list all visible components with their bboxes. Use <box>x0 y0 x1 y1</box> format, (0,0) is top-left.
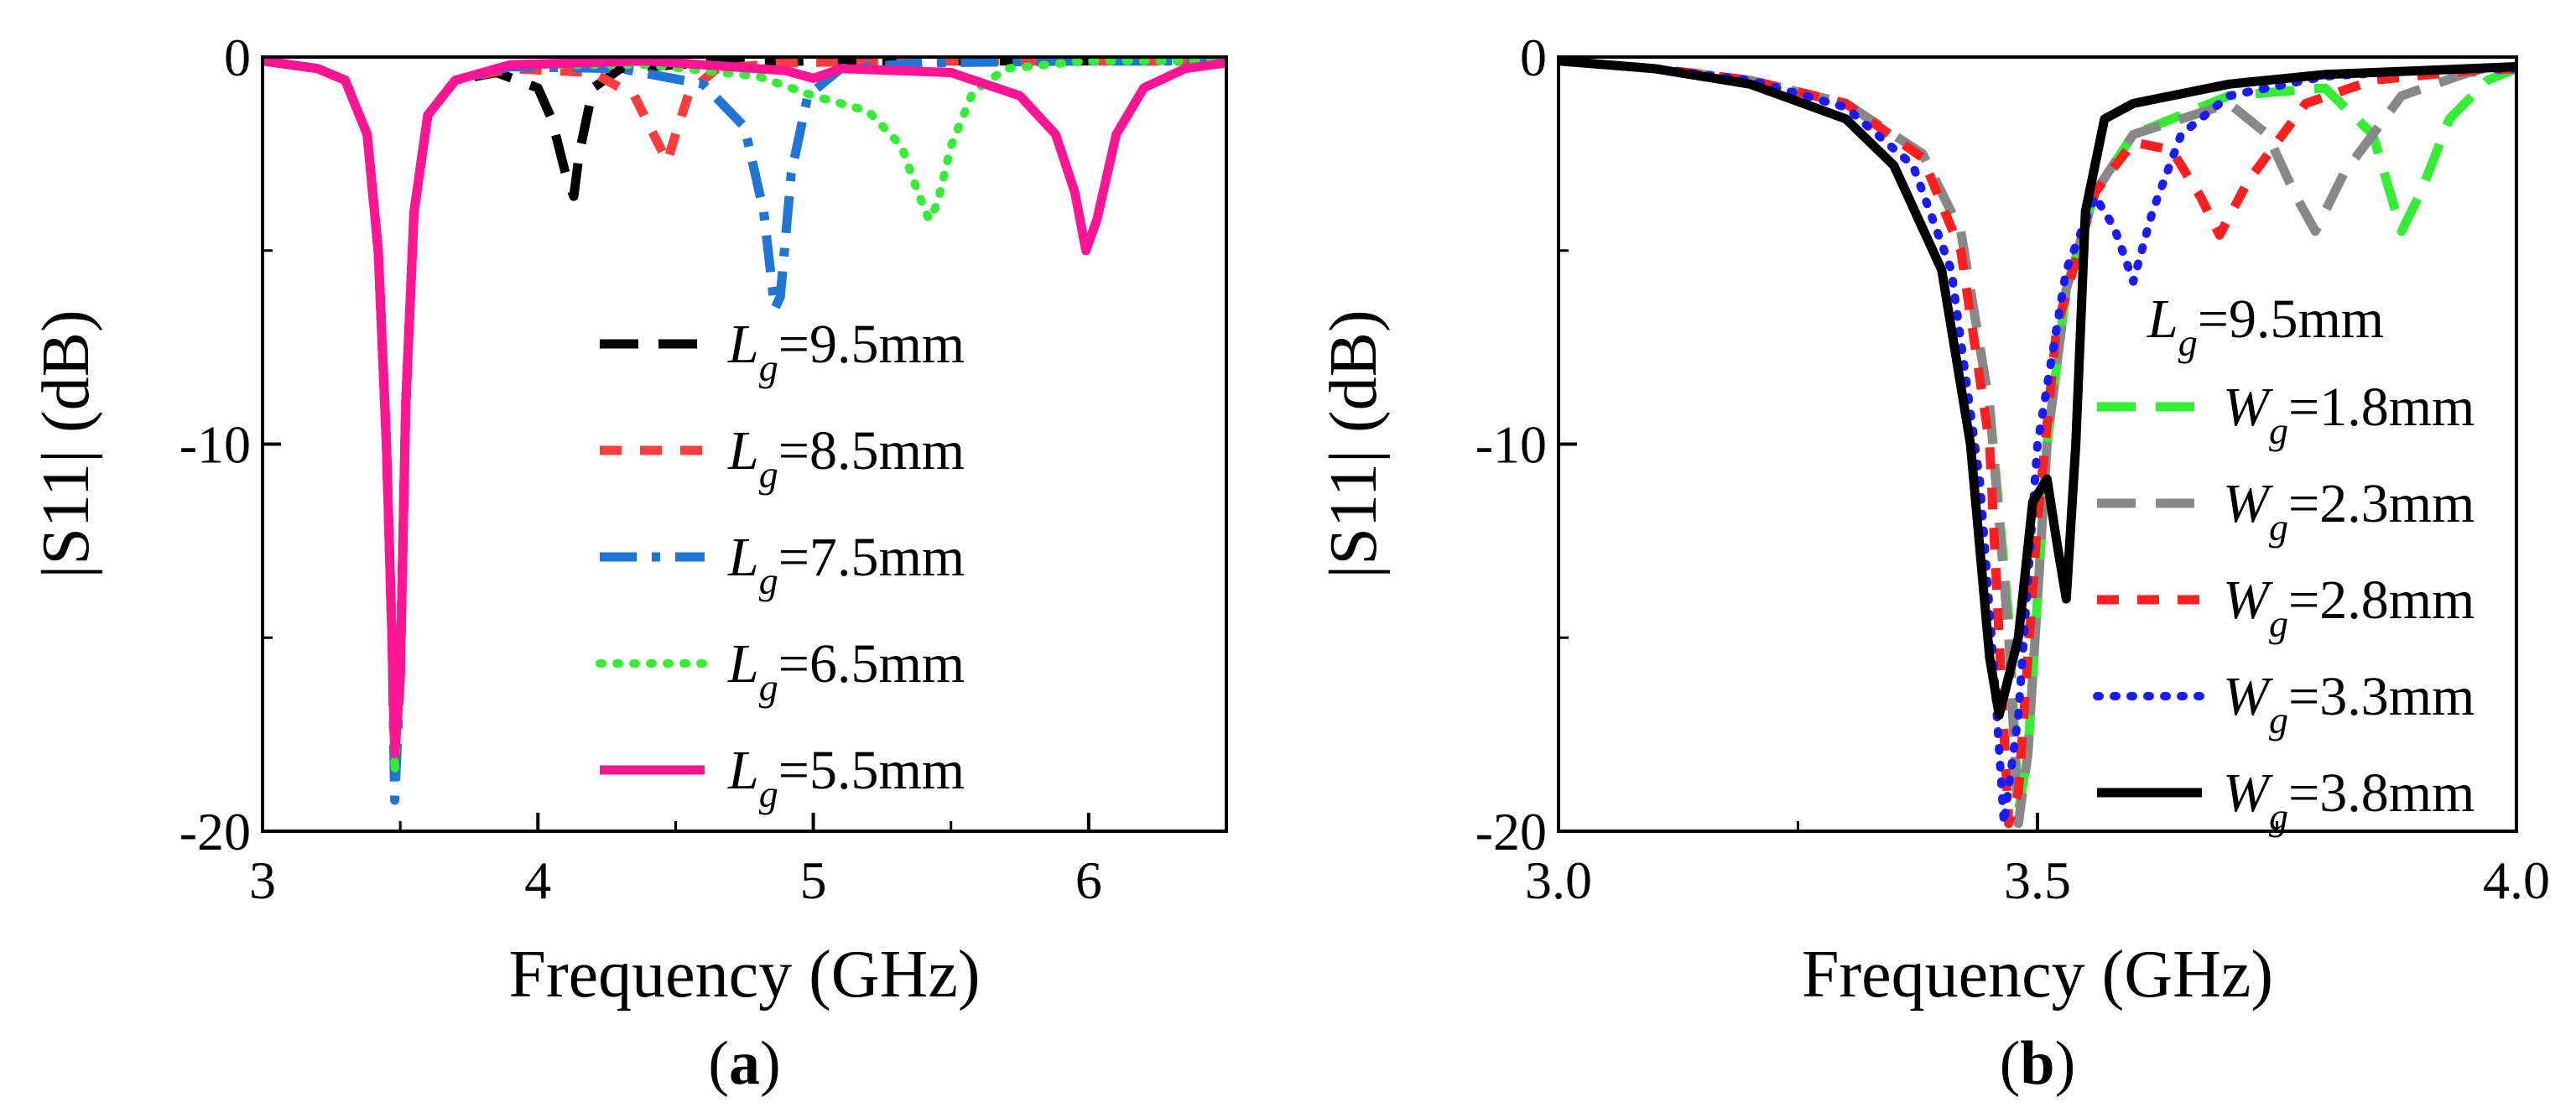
panel-a-legend-label-5: Lg=5.5mm <box>727 740 965 815</box>
panel-a-x-tick-label: 6 <box>1075 851 1102 910</box>
panel-a-y-axis-label: |S11| (dB) <box>29 310 103 578</box>
panel-b-legend-label-4: Wg=3.3mm <box>2223 666 2475 741</box>
panel-b-legend: Lg=9.5mm Wg=1.8mm Wg=2.3mm Wg=2.8mm Wg=3.3mm… <box>2093 289 2475 838</box>
panel-b-y-tick-label: -10 <box>1475 415 1547 475</box>
panel-a-legend-label-2: Lg=8.5mm <box>727 420 965 496</box>
panel-a-y-tick-label: 0 <box>224 28 251 87</box>
panel-b-x-tick-label: 3.0 <box>1525 851 1592 910</box>
panel-b-chart: 0 -10 -203.0 3.5 4.0 Frequency (GHz) |S11| (dB… <box>1317 28 2550 1098</box>
panel-b-x-tick-label: 3.5 <box>2004 851 2071 910</box>
panel-b-legend-label-1: Wg=1.8mm <box>2223 377 2475 452</box>
panel-b-series-line-3 <box>1559 56 2516 829</box>
panel-b-series-line-4 <box>1559 56 2516 828</box>
panel-a-series-line-5 <box>263 56 1226 759</box>
panel-a-legend-label-1: Lg=9.5mm <box>727 314 965 389</box>
panel-a-series-group <box>263 56 1226 805</box>
panel-b-x-tick-label: 4.0 <box>2483 851 2550 910</box>
panel-b-x-axis-label: Frequency (GHz) <box>1802 938 2273 1012</box>
panel-a-x-axis-label: Frequency (GHz) <box>509 938 981 1012</box>
panel-b-legend-label-2: Wg=2.3mm <box>2223 473 2475 549</box>
panel-b-y-axis-label: |S11| (dB) <box>1317 310 1391 578</box>
panel-a-x-tick-label: 5 <box>800 851 827 910</box>
panel-a-chart: 0 -10 -203 4 5 6 Frequency (GHz) |S11| (dB) (a) L… <box>29 28 1228 1098</box>
panel-b-label: (b) <box>2000 1029 2075 1098</box>
panel-b-series-line-5 <box>1559 56 2516 720</box>
panel-b-series-group <box>1559 56 2516 829</box>
panel-b-y-tick-label: -20 <box>1475 802 1547 861</box>
panel-b-series-line-2 <box>1559 56 2516 829</box>
panel-a-x-tick-label: 3 <box>249 851 276 910</box>
panel-b-legend-label-5: Wg=3.8mm <box>2223 762 2475 838</box>
panel-a-label: (a) <box>708 1029 780 1098</box>
panel-a-legend-label-4: Lg=6.5mm <box>727 633 965 709</box>
panel-a-legend-label-3: Lg=7.5mm <box>727 527 965 602</box>
panel-a-y-tick-label: -10 <box>180 415 251 475</box>
panel-a-legend: Lg=9.5mm Lg=8.5mm Lg=7.5mm Lg=6.5mm Lg=5.5mm <box>596 314 965 815</box>
panel-a-x-tick-label: 4 <box>524 851 551 910</box>
panel-a-y-tick-label: -20 <box>180 802 251 861</box>
panel-b-y-tick-label: 0 <box>1520 28 1547 87</box>
panel-b-series-line-1 <box>1559 56 2516 817</box>
panel-b-legend-label-3: Wg=2.8mm <box>2223 570 2475 645</box>
panel-b-legend-title: Lg=9.5mm <box>2147 289 2384 364</box>
